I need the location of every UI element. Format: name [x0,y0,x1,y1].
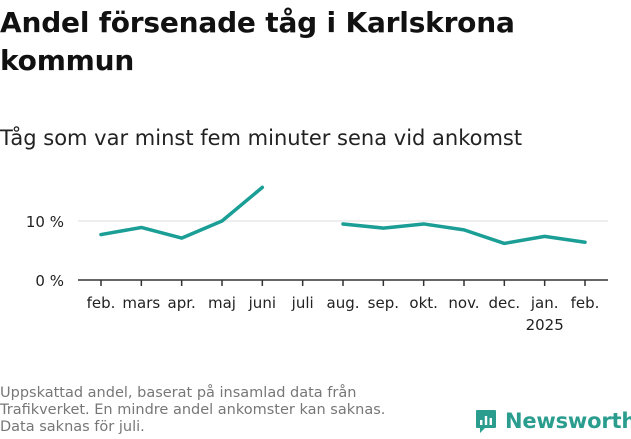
x-tick-label: mars [122,294,160,312]
footnote: Uppskattad andel, baserat på insamlad da… [0,385,385,436]
x-year-label: 2025 [526,316,564,334]
x-tick-label: feb. [571,294,600,312]
footnote-line: Uppskattad andel, baserat på insamlad da… [0,385,357,401]
x-tick-label: nov. [448,294,479,312]
x-tick-label: aug. [327,294,360,312]
x-tick-label: jan. [530,294,559,312]
x-tick-label: dec. [488,294,520,312]
x-tick-label: maj [208,294,236,312]
footnote-line: Trafikverket. En mindre andel ankomster … [0,402,386,418]
chart-subtitle: Tåg som var minst fem minuter sena vid a… [0,126,523,150]
brand-logo: Newsworthy [475,408,631,434]
y-tick-label: 0 % [35,272,64,290]
newsworthy-logo-icon [476,410,496,433]
x-tick-label: feb. [87,294,116,312]
y-tick-label: 10 % [26,213,64,231]
line-chart: 0 % 10 % feb. mars apr. maj juni juli aug. sep. ok… [26,185,608,334]
chart-title: Andel försenade tåg i Karlskrona kommun [0,6,515,77]
x-tick-label: juni [248,294,276,312]
series-line [99,185,265,240]
x-tick-label: okt. [409,294,438,312]
brand-name: Newsworthy [505,409,631,433]
x-tick-label: apr. [168,294,196,312]
series-line [341,222,587,246]
footnote-line: Data saknas för juli. [0,419,145,435]
x-tick-label: sep. [368,294,399,312]
x-tick-label: juli [291,294,314,312]
